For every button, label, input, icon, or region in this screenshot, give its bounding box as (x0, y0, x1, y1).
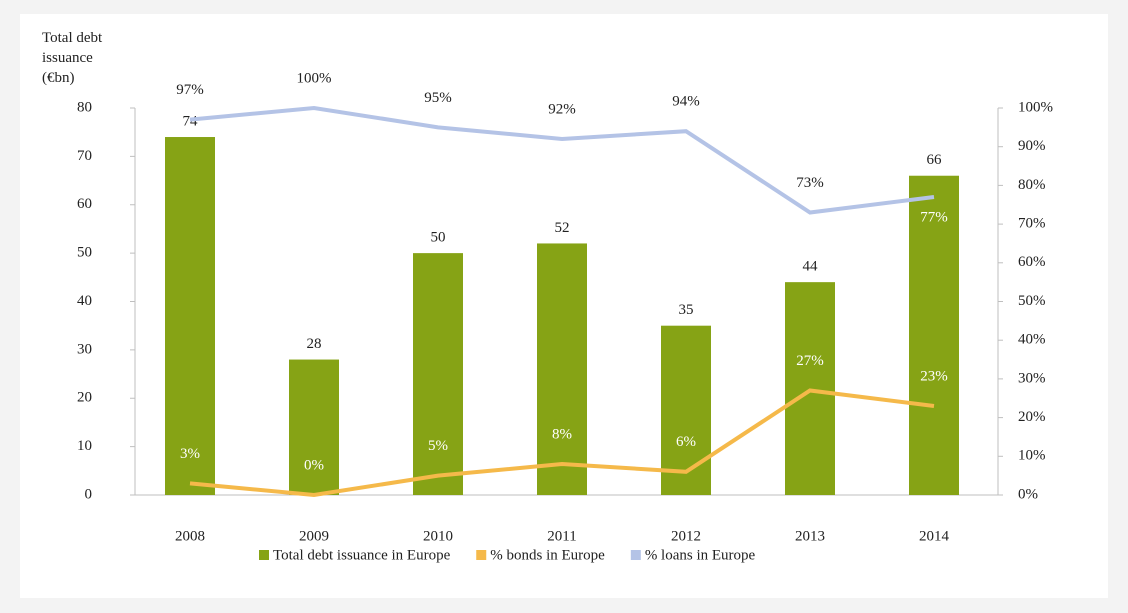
legend-swatch (630, 550, 641, 560)
x-tick-label: 2009 (299, 528, 329, 544)
y2-tick-label: 70% (1018, 216, 1046, 232)
y2-tick-label: 40% (1018, 332, 1046, 348)
y-tick-label: 0 (85, 486, 93, 502)
legend-swatch (259, 550, 269, 560)
bar-value-label: 44 (803, 259, 819, 275)
line-value-label: 95% (424, 90, 452, 106)
y2-tick-label: 10% (1018, 448, 1046, 464)
y-tick-label: 60 (77, 196, 92, 212)
y-tick-label: 20 (77, 390, 92, 406)
y-tick-label: 40 (77, 293, 92, 309)
bar (661, 325, 711, 495)
bar (909, 175, 959, 495)
bar-value-label: 52 (555, 220, 570, 236)
y2-tick-label: 90% (1018, 138, 1046, 154)
bar-value-label: 50 (431, 230, 446, 246)
y-tick-label: 80 (77, 99, 92, 115)
line-value-label: 5% (428, 438, 448, 454)
x-tick-label: 2014 (919, 528, 950, 544)
legend-label: % loans in Europe (645, 547, 756, 563)
y2-tick-label: 60% (1018, 254, 1046, 270)
bar (289, 359, 339, 495)
bar (165, 137, 215, 495)
line-value-label: 73% (796, 175, 824, 191)
bar-value-label: 28 (307, 336, 322, 352)
x-tick-label: 2013 (795, 528, 825, 544)
bar (537, 243, 587, 495)
y-tick-label: 30 (77, 341, 92, 357)
line-value-label: 92% (548, 101, 576, 117)
x-tick-label: 2008 (175, 528, 205, 544)
line-value-label: 100% (297, 70, 332, 86)
y-tick-label: 10 (77, 438, 92, 454)
bar-value-label: 35 (679, 302, 694, 318)
y2-tick-label: 0% (1018, 486, 1038, 502)
x-tick-label: 2011 (547, 528, 576, 544)
line-value-label: 3% (180, 446, 200, 462)
y2-tick-label: 50% (1018, 293, 1046, 309)
line-value-label: 77% (920, 209, 948, 225)
y2-tick-label: 20% (1018, 409, 1046, 425)
line (189, 388, 935, 498)
line (189, 105, 935, 215)
legend-label: Total debt issuance in Europe (273, 547, 451, 563)
line-value-label: 23% (920, 368, 948, 384)
line-value-label: 0% (304, 457, 324, 473)
bar (413, 253, 463, 495)
y2-tick-label: 100% (1018, 99, 1053, 115)
x-tick-label: 2012 (671, 528, 701, 544)
x-tick-label: 2010 (423, 528, 453, 544)
line-value-label: 6% (676, 434, 696, 450)
y-tick-label: 50 (77, 245, 92, 261)
y-axis-label: Total debt issuance (€bn) (42, 30, 103, 86)
line-value-label: 8% (552, 426, 572, 442)
line-value-label: 27% (796, 353, 824, 369)
legend-swatch (476, 550, 487, 560)
bar-value-label: 66 (927, 152, 943, 168)
y2-tick-label: 80% (1018, 177, 1046, 193)
line-value-label: 94% (672, 94, 700, 110)
legend-label: % bonds in Europe (490, 547, 605, 563)
line-value-label: 97% (176, 82, 204, 98)
y2-tick-label: 30% (1018, 370, 1046, 386)
y-tick-label: 70 (77, 148, 92, 164)
